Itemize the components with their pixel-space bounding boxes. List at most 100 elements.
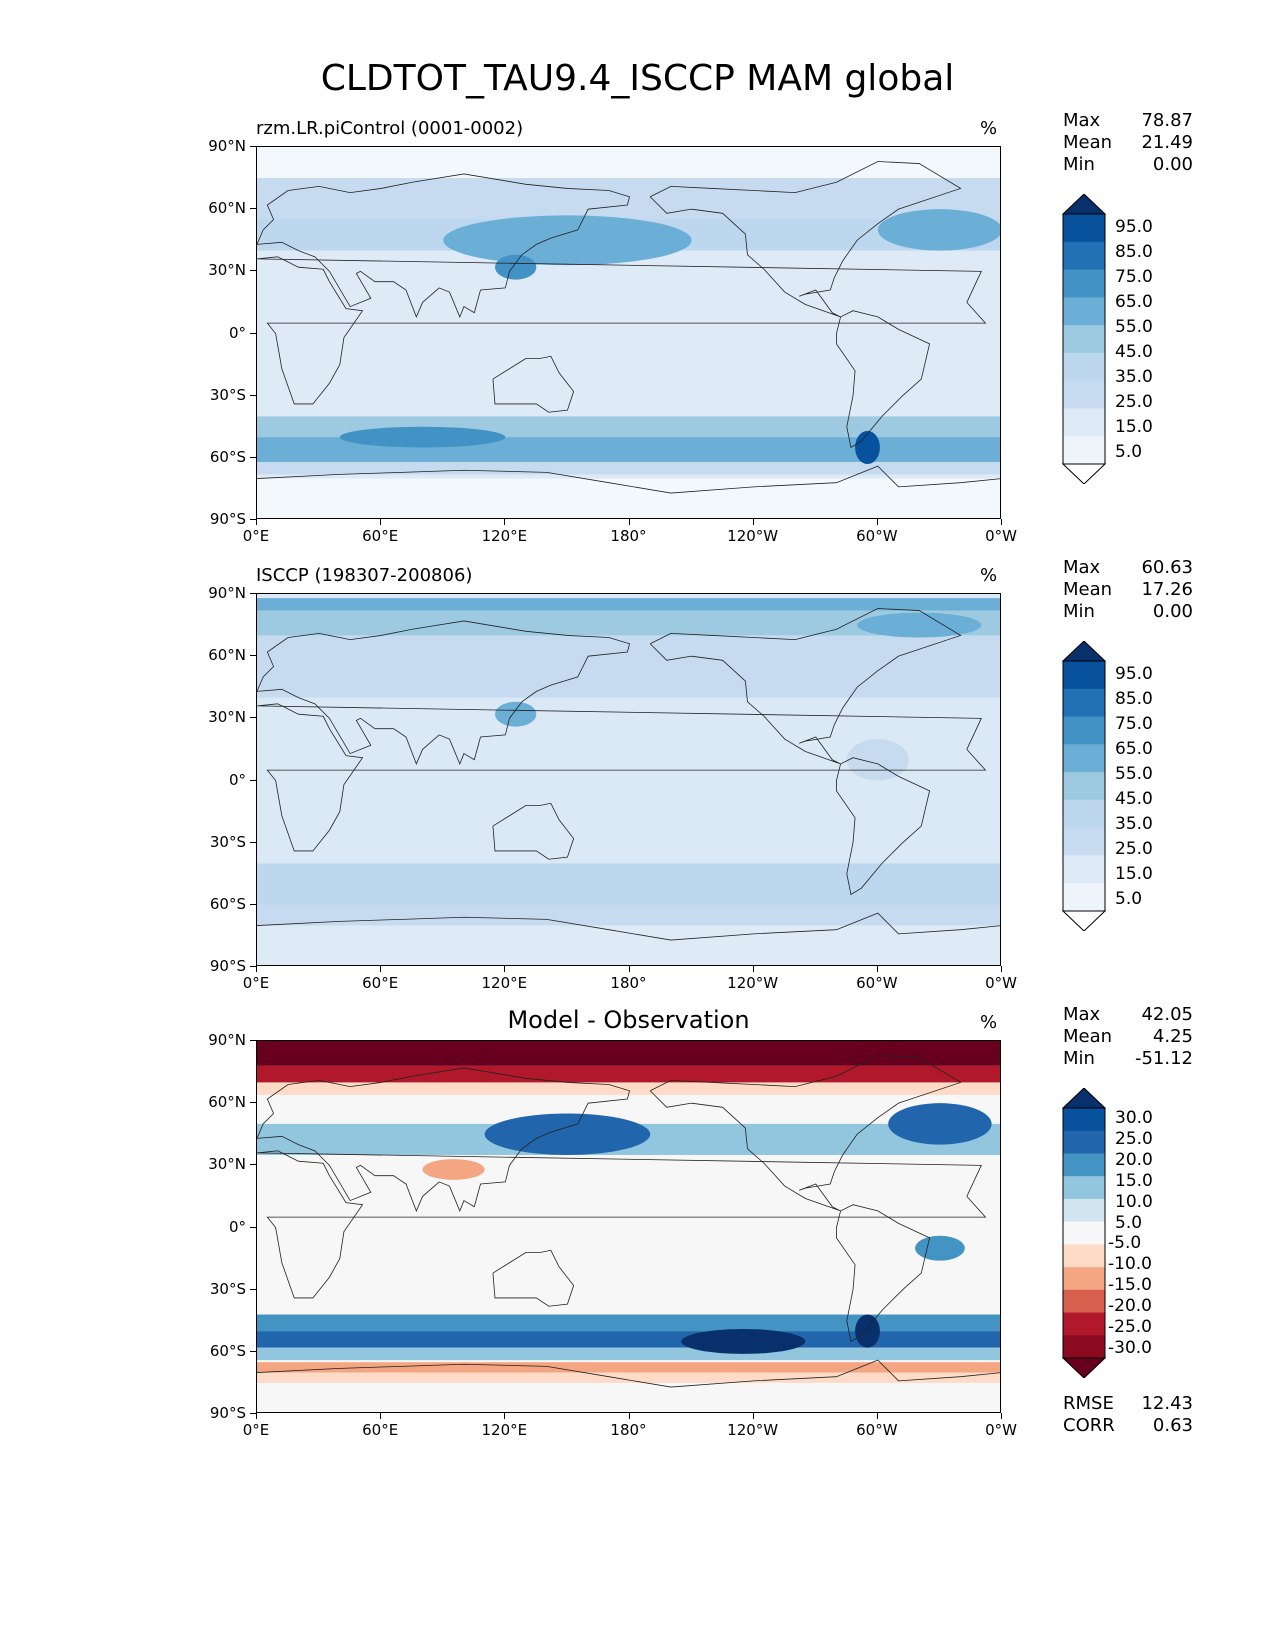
coastline bbox=[492, 355, 575, 413]
y-tick-label: 30°S bbox=[209, 832, 246, 851]
cloud-band bbox=[257, 1041, 1000, 1066]
colorbar-container bbox=[1061, 1087, 1107, 1379]
colorbar-extend-top bbox=[1061, 640, 1107, 662]
cloud-band bbox=[257, 598, 1000, 611]
x-tick-label: 0°E bbox=[242, 974, 270, 992]
x-tick-label: 120°E bbox=[481, 974, 528, 992]
y-tick-label: 0° bbox=[228, 323, 246, 342]
colorbar-segment bbox=[1063, 744, 1105, 773]
colorbar-label: 10.0 bbox=[1115, 1191, 1153, 1212]
x-tick bbox=[380, 966, 382, 972]
coastline bbox=[257, 465, 1000, 494]
colorbar-label: 85.0 bbox=[1115, 241, 1153, 262]
y-tick-label: 30°N bbox=[208, 708, 246, 727]
cloud-region bbox=[443, 215, 692, 266]
x-tick-label: 120°W bbox=[727, 1421, 779, 1439]
coastline bbox=[836, 1204, 931, 1343]
cloud-band bbox=[257, 178, 1000, 220]
stat-row: Min -51.12 bbox=[1063, 1048, 1193, 1070]
cloud-band bbox=[257, 478, 1000, 518]
stat-value: 0.00 bbox=[1152, 601, 1193, 622]
cloud-region bbox=[422, 1159, 485, 1180]
y-tick bbox=[250, 966, 256, 967]
map-canvas bbox=[257, 594, 1000, 965]
y-tick-label: 60°S bbox=[209, 1341, 246, 1360]
stat-value: 42.05 bbox=[1141, 1004, 1193, 1025]
cloud-band bbox=[257, 1065, 1000, 1083]
x-tick-label: 0°W bbox=[985, 974, 1017, 992]
y-tick-label: 90°N bbox=[208, 137, 246, 155]
colorbar-container bbox=[1061, 193, 1107, 485]
map-canvas bbox=[257, 1041, 1000, 1412]
panel-title: rzm.LR.piControl (0001-0002) bbox=[256, 118, 524, 139]
colorbar-segment bbox=[1063, 436, 1105, 465]
x-tick-label: 60°E bbox=[362, 1421, 399, 1439]
colorbar-label: -10.0 bbox=[1108, 1254, 1152, 1275]
map-plot bbox=[256, 1040, 1001, 1413]
stat-value: 17.26 bbox=[1141, 579, 1193, 600]
cloud-region bbox=[855, 1314, 880, 1348]
stat-row: RMSE 12.43 bbox=[1063, 1393, 1193, 1415]
colorbar-label: 5.0 bbox=[1115, 1212, 1143, 1233]
colorbar-outline bbox=[1062, 660, 1106, 912]
colorbar-segment bbox=[1063, 1221, 1105, 1245]
cloud-region bbox=[484, 1113, 651, 1155]
cloud-region bbox=[846, 739, 909, 781]
stat-row: Mean 17.26 bbox=[1063, 579, 1193, 601]
x-tick bbox=[256, 966, 257, 972]
colorbar-segment bbox=[1063, 799, 1105, 829]
colorbar-label: 75.0 bbox=[1115, 713, 1153, 734]
y-tick bbox=[250, 208, 256, 210]
extra-stats-box: RMSE 12.43 CORR 0.63 bbox=[1063, 1393, 1193, 1437]
y-tick-label: 90°S bbox=[209, 1404, 246, 1422]
colorbar-segment bbox=[1063, 241, 1105, 271]
stat-value: 0.00 bbox=[1152, 154, 1193, 175]
map-plot bbox=[256, 146, 1001, 519]
stats-box: Max 60.63 Mean 17.26 Min 0.00 bbox=[1063, 557, 1193, 623]
colorbar bbox=[1061, 1087, 1107, 1379]
cloud-region bbox=[494, 254, 537, 280]
x-tick-label: 120°E bbox=[481, 527, 528, 545]
colorbar-label: 95.0 bbox=[1115, 216, 1153, 237]
coastline bbox=[257, 1067, 630, 1212]
colorbar-label: 25.0 bbox=[1115, 391, 1153, 412]
colorbar-segment bbox=[1063, 325, 1105, 354]
cloud-region bbox=[494, 701, 537, 727]
colorbar-segment bbox=[1063, 661, 1105, 690]
colorbar bbox=[1061, 640, 1107, 932]
colorbar-segment bbox=[1063, 1153, 1105, 1177]
map-canvas bbox=[257, 147, 1000, 518]
colorbar-segment bbox=[1063, 855, 1105, 884]
colorbar-label: -30.0 bbox=[1108, 1337, 1152, 1358]
x-tick bbox=[1001, 1413, 1002, 1419]
cloud-region bbox=[681, 1329, 806, 1354]
stat-row: Min 0.00 bbox=[1063, 601, 1193, 623]
stat-name: Max bbox=[1063, 1004, 1101, 1025]
x-tick-label: 180° bbox=[610, 1421, 647, 1439]
stat-value: -51.12 bbox=[1134, 1048, 1193, 1069]
stat-row: Max 42.05 bbox=[1063, 1004, 1193, 1026]
x-tick bbox=[256, 519, 257, 525]
colorbar-label: 55.0 bbox=[1115, 316, 1153, 337]
colorbar-segment bbox=[1063, 380, 1105, 409]
y-tick bbox=[250, 270, 256, 272]
colorbar-segment bbox=[1063, 1289, 1105, 1314]
x-tick bbox=[1001, 966, 1002, 972]
cloud-band bbox=[257, 1362, 1000, 1373]
coastline bbox=[257, 620, 630, 765]
coastline bbox=[649, 1055, 962, 1212]
colorbar-segment bbox=[1063, 688, 1105, 718]
y-tick bbox=[250, 146, 256, 147]
colorbar-segment bbox=[1063, 1244, 1105, 1268]
x-tick-label: 120°W bbox=[727, 527, 779, 545]
coastline bbox=[492, 802, 575, 860]
colorbar-segment bbox=[1063, 1108, 1105, 1132]
stat-value: 0.63 bbox=[1152, 1415, 1193, 1436]
colorbar-segment bbox=[1063, 1312, 1105, 1336]
colorbar-segment bbox=[1063, 883, 1105, 912]
colorbar-segment bbox=[1063, 1335, 1105, 1359]
x-tick bbox=[752, 1413, 754, 1419]
stat-name: Mean bbox=[1063, 579, 1113, 600]
coastline bbox=[257, 912, 1000, 941]
stat-name: Max bbox=[1063, 557, 1101, 578]
